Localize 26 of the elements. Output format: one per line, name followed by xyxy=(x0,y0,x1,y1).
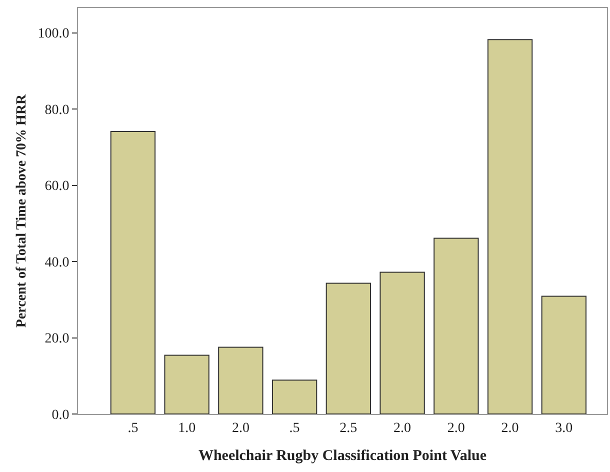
x-tick-label: 1.0 xyxy=(178,420,196,436)
x-tick-label: 2.0 xyxy=(232,420,250,436)
y-tick-label: 80.0 xyxy=(44,102,70,118)
x-tick-label: 2.0 xyxy=(447,420,465,436)
y-tick-label: 0.0 xyxy=(52,408,70,423)
x-tick-label: .5 xyxy=(128,420,138,436)
bar xyxy=(218,346,264,414)
bar xyxy=(272,380,318,414)
bar xyxy=(434,238,479,414)
bar xyxy=(110,131,156,414)
x-tick-label: 2.0 xyxy=(501,420,519,436)
y-tick-label: 60.0 xyxy=(44,179,70,194)
bar xyxy=(164,354,210,414)
y-tick-label: 100.0 xyxy=(38,26,70,42)
x-axis-title: Wheelchair Rugby Classification Point Value xyxy=(198,448,487,464)
bar xyxy=(326,282,372,414)
y-tick-label: 40.0 xyxy=(44,255,70,270)
bar xyxy=(541,296,586,414)
y-tick-label: 20.0 xyxy=(44,332,70,347)
bar xyxy=(487,39,533,414)
bar xyxy=(380,272,425,414)
x-tick-label: .5 xyxy=(289,420,300,436)
x-tick-label: 2.0 xyxy=(394,420,412,436)
x-tick-label: 2.5 xyxy=(340,420,358,436)
x-tick-label: 3.0 xyxy=(555,420,573,436)
y-axis-title: Percent of Total Time above 70% HRR xyxy=(14,93,30,328)
